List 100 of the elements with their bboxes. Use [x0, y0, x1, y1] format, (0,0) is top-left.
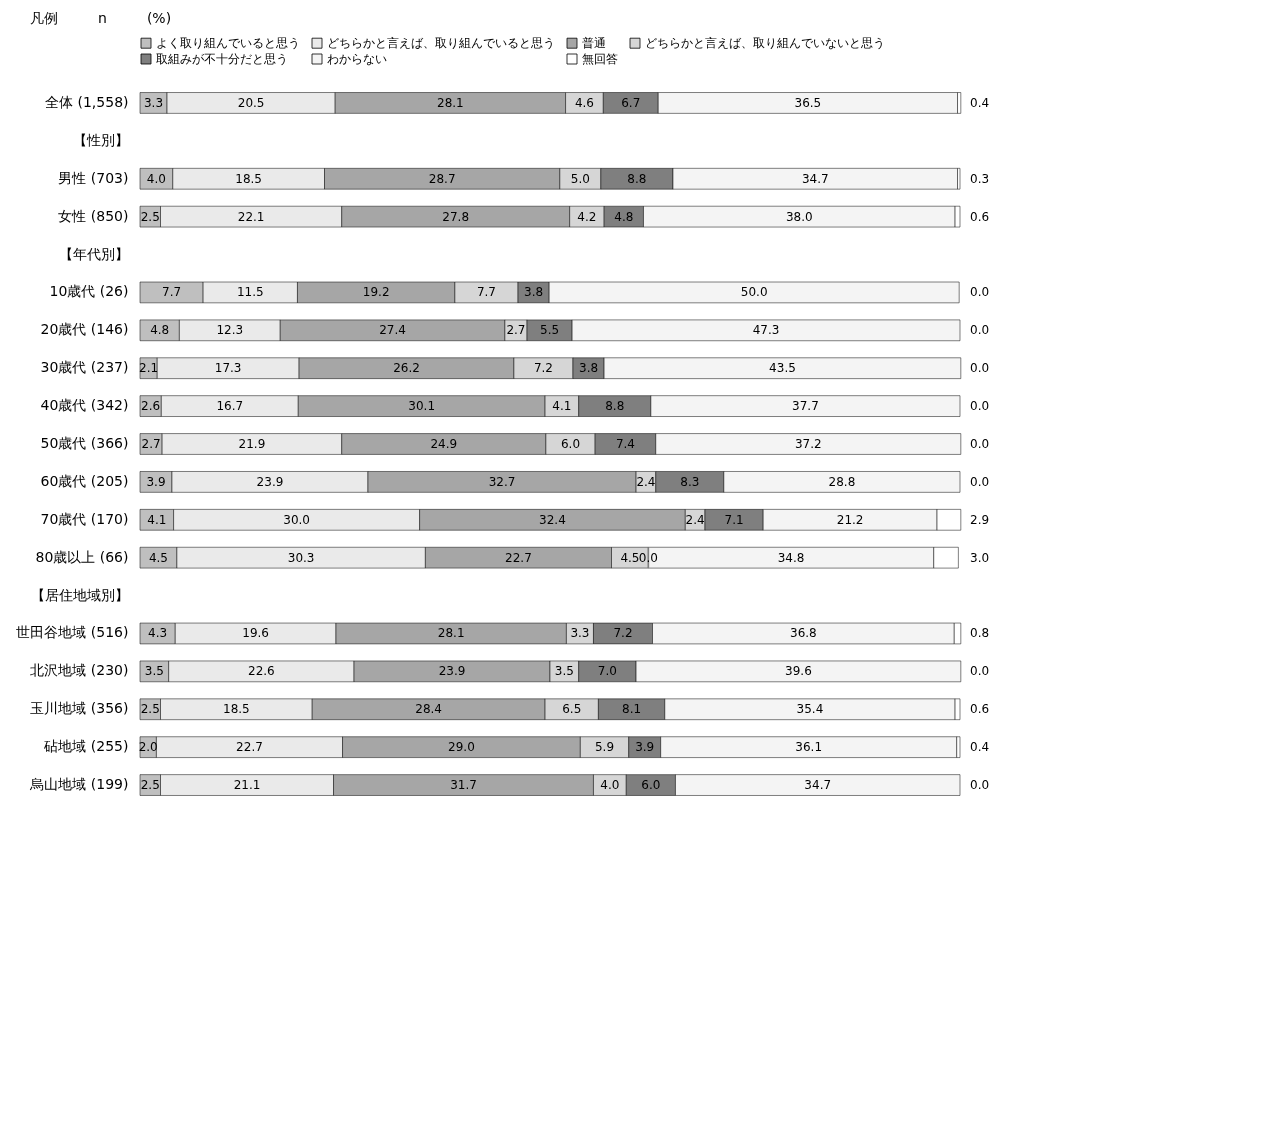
data-label: 4.1 — [552, 399, 572, 414]
data-label: 4.8 — [150, 323, 170, 338]
data-label: 8.3 — [680, 474, 700, 489]
data-label: 34.7 — [804, 778, 832, 793]
data-label: 30.0 — [283, 512, 310, 527]
data-label: 22.6 — [248, 664, 275, 679]
legend-label: どちらかと言えば、取り組んでいないと思う — [645, 36, 885, 51]
y-tick-label: 70歳代 (170) — [40, 510, 129, 527]
data-label: 50.0 — [740, 285, 768, 300]
data-label: 3.8 — [524, 285, 544, 300]
data-label: 32.4 — [539, 512, 566, 527]
legend-label: 普通 — [582, 36, 606, 51]
data-label: 4.8 — [614, 209, 634, 224]
data-label: 7.2 — [533, 361, 553, 376]
data-label: 0.0 — [970, 361, 990, 376]
data-label: 8.8 — [627, 171, 647, 186]
data-label: 7.7 — [476, 285, 496, 300]
data-label: 35.4 — [796, 702, 824, 717]
y-tick-label: 烏山地域 (199) — [29, 776, 129, 793]
data-label: 2.7 — [506, 323, 526, 338]
y-tick-label: 30歳代 (237) — [40, 359, 129, 376]
y-tick-label: 女性 (850) — [58, 207, 129, 224]
data-label: 2.4 — [636, 474, 656, 489]
data-label: 6.5 — [562, 702, 582, 717]
data-label: 4.5 — [620, 550, 640, 565]
data-label: 30.3 — [287, 550, 315, 565]
data-label: 21.1 — [233, 778, 261, 793]
data-label: 22.1 — [237, 209, 265, 224]
data-label: 2.5 — [140, 702, 160, 717]
data-label: 2.7 — [141, 437, 161, 451]
data-label: 2.5 — [140, 209, 160, 224]
data-label: 7.1 — [724, 512, 744, 527]
data-label: 36.1 — [795, 740, 823, 755]
data-label: 0.8 — [970, 626, 990, 641]
data-label: 11.5 — [236, 285, 264, 300]
text: (%) — [146, 10, 172, 28]
data-label: 4.6 — [574, 95, 594, 110]
data-label: 47.3 — [752, 323, 780, 338]
data-label: 37.2 — [794, 437, 822, 451]
data-label: 26.2 — [393, 361, 420, 376]
y-tick-label: 80歳以上 (66) — [35, 548, 129, 565]
legend-label: 取組みが不十分だと思う — [156, 52, 288, 66]
data-label: 3.5 — [144, 664, 164, 679]
data-label: 21.9 — [238, 437, 266, 451]
data-label: 30.1 — [408, 399, 436, 414]
data-label: 0.6 — [970, 209, 990, 224]
data-label: 2.0 — [138, 740, 158, 755]
data-label: 39.6 — [785, 664, 812, 679]
data-label: 8.1 — [622, 702, 642, 717]
data-label: 0.0 — [970, 437, 990, 451]
data-label: 16.7 — [216, 399, 244, 414]
data-label: 0.4 — [970, 95, 990, 110]
data-label: 2.6 — [141, 399, 161, 414]
data-label: 2.9 — [970, 512, 990, 527]
y-tick-label: 砧地域 (255) — [43, 738, 129, 755]
data-label: 7.0 — [597, 664, 617, 679]
y-tick-label: 20歳代 (146) — [40, 321, 129, 338]
y-tick-label: 60歳代 (205) — [40, 472, 129, 489]
data-label: 43.5 — [769, 361, 796, 376]
y-tick-label: 【居住地域別】 — [30, 586, 129, 603]
data-label: 29.0 — [448, 740, 475, 755]
y-tick-label: 10歳代 (26) — [49, 283, 129, 300]
y-tick-label: 40歳代 (342) — [40, 397, 129, 414]
data-label: 0.0 — [970, 323, 990, 338]
legend-label: 無回答 — [582, 52, 618, 66]
text: 凡例 — [30, 10, 58, 28]
y-tick-label: 世田谷地域 (516) — [16, 624, 129, 641]
legend-label: わからない — [327, 52, 387, 66]
data-label: 0.3 — [970, 171, 990, 186]
data-label: 18.5 — [235, 171, 263, 186]
data-label: 37.7 — [792, 399, 819, 414]
data-label: 38.0 — [785, 209, 813, 224]
data-label: 28.7 — [428, 171, 456, 186]
data-label: 23.9 — [438, 664, 466, 679]
data-label: 22.7 — [236, 740, 263, 755]
data-label: 28.8 — [828, 474, 856, 489]
data-label: 24.9 — [430, 437, 458, 451]
data-label: 5.0 — [570, 171, 590, 186]
data-label: 27.8 — [442, 209, 470, 224]
data-label: 19.6 — [242, 626, 269, 641]
data-label: 28.1 — [437, 626, 465, 641]
data-label: 7.4 — [615, 437, 635, 451]
y-tick-label: 50歳代 (366) — [40, 435, 129, 451]
legend-label: よく取り組んでいると思う — [156, 36, 300, 51]
data-label: 0.0 — [970, 285, 990, 300]
data-label: 34.7 — [801, 171, 829, 186]
data-label: 2.1 — [139, 361, 159, 376]
data-label: 6.0 — [560, 437, 581, 451]
data-label: 36.8 — [790, 626, 817, 641]
data-label: 3.8 — [578, 361, 599, 376]
text: n — [98, 10, 107, 28]
data-label: 21.2 — [836, 512, 864, 527]
y-tick-label: 玉川地域 (356) — [30, 700, 129, 717]
data-label: 7.2 — [613, 626, 633, 641]
data-label: 8.8 — [605, 399, 625, 414]
data-label: 20.5 — [237, 95, 265, 110]
data-label: 34.8 — [777, 550, 805, 565]
data-label: 4.0 — [146, 171, 166, 186]
data-label: 32.7 — [488, 474, 516, 489]
data-label: 22.7 — [505, 550, 532, 565]
